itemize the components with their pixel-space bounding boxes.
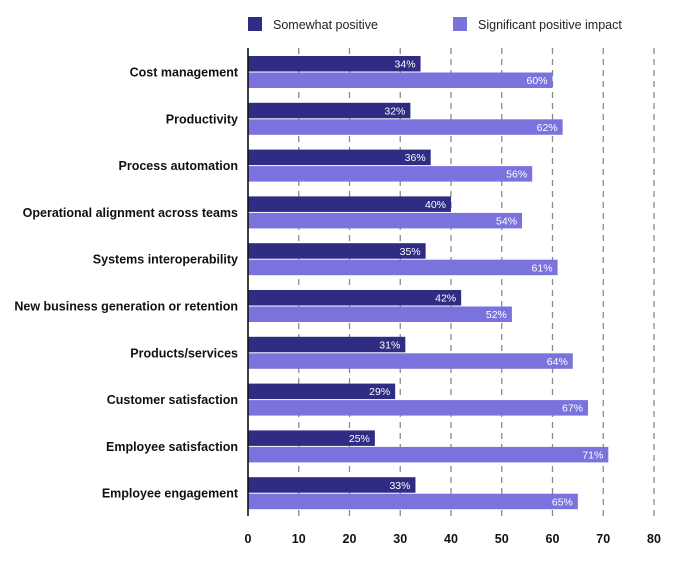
bar-value-label: 34% (395, 59, 416, 71)
bar-significant-6 (248, 353, 573, 369)
legend-swatch (248, 17, 262, 31)
bar-value-label: 60% (526, 75, 547, 87)
x-tick-label: 70 (596, 532, 610, 546)
bar-somewhat-3 (248, 196, 451, 212)
x-tick-label: 10 (292, 532, 306, 546)
bar-somewhat-8 (248, 430, 375, 446)
bar-value-label: 33% (389, 480, 410, 492)
bar-significant-9 (248, 493, 578, 510)
legend-entry: Somewhat positive (273, 18, 378, 32)
x-tick-label: 30 (393, 532, 407, 546)
x-tick-label: 40 (444, 532, 458, 546)
bar-significant-4 (248, 259, 558, 276)
bar-significant-8 (248, 446, 609, 463)
category-label: Employee engagement (102, 487, 239, 501)
legend-swatch (453, 17, 467, 31)
category-label: Operational alignment across teams (23, 206, 238, 220)
x-tick-label: 60 (546, 532, 560, 546)
legend-entry: Significant positive impact (478, 18, 622, 32)
category-label: Cost management (130, 66, 239, 80)
bar-significant-3 (248, 212, 523, 229)
bar-somewhat-7 (248, 383, 396, 400)
bar-value-label: 40% (425, 199, 446, 211)
legend: Somewhat positive Significant positive im… (248, 17, 622, 32)
x-tick-label: 20 (343, 532, 357, 546)
bar-value-label: 65% (552, 496, 573, 508)
category-label: Process automation (119, 159, 238, 173)
category-label: New business generation or retention (14, 300, 238, 314)
bar-somewhat-2 (248, 149, 431, 166)
category-label: Systems interoperability (93, 253, 238, 267)
bar-value-label: 31% (379, 339, 400, 351)
x-tick-label: 80 (647, 532, 661, 546)
bar-value-label: 61% (532, 262, 553, 274)
bar-significant-1 (248, 119, 563, 135)
bar-significant-2 (248, 166, 533, 182)
bar-value-label: 64% (547, 356, 568, 368)
x-tick-label: 0 (245, 532, 252, 546)
bar-value-label: 32% (384, 105, 405, 117)
bar-somewhat-0 (248, 56, 421, 72)
bar-value-label: 71% (582, 449, 603, 461)
category-labels: Cost management Productivity Process autom… (14, 66, 238, 501)
bar-value-label: 25% (349, 433, 370, 445)
category-label: Employee satisfaction (106, 440, 238, 454)
category-label: Products/services (130, 346, 238, 360)
bar-value-label: 62% (537, 122, 558, 134)
x-tick-label: 50 (495, 532, 509, 546)
bar-value-label: 42% (435, 293, 456, 305)
bar-value-label: 67% (562, 403, 583, 415)
category-label: Customer satisfaction (107, 393, 238, 407)
bar-somewhat-1 (248, 102, 411, 119)
bar-value-label: 54% (496, 215, 517, 227)
bars: 34% 60% 32% 62% 36% 56% 40% 54% 35% 61% 42% 52% 31% 6… (248, 56, 609, 510)
category-label: Productivity (166, 112, 238, 126)
x-axis: 0 10 20 30 40 50 60 70 80 (245, 48, 661, 546)
bar-value-label: 56% (506, 169, 527, 181)
bar-significant-7 (248, 400, 589, 416)
bar-significant-0 (248, 72, 553, 88)
bar-value-label: 36% (405, 152, 426, 164)
bar-value-label: 29% (369, 386, 390, 398)
bar-value-label: 52% (486, 309, 507, 321)
bar-somewhat-6 (248, 336, 406, 353)
bar-somewhat-5 (248, 290, 462, 306)
bar-significant-5 (248, 306, 512, 322)
bar-value-label: 35% (400, 246, 421, 258)
bar-somewhat-9 (248, 477, 416, 493)
bar-somewhat-4 (248, 243, 426, 259)
